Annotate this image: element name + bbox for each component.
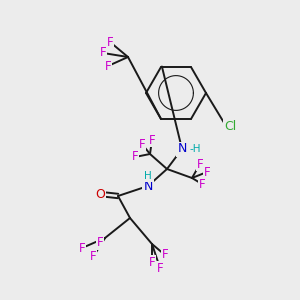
Text: F: F — [105, 59, 111, 73]
Text: F: F — [132, 151, 138, 164]
Text: O: O — [95, 188, 105, 200]
Text: F: F — [107, 35, 113, 49]
Text: F: F — [149, 256, 155, 268]
Text: Cl: Cl — [224, 119, 236, 133]
Text: F: F — [97, 236, 103, 250]
Text: N: N — [143, 179, 153, 193]
Text: F: F — [100, 46, 106, 59]
Text: F: F — [149, 134, 155, 146]
Text: F: F — [79, 242, 85, 254]
Text: -H: -H — [189, 144, 201, 154]
Text: F: F — [139, 137, 145, 151]
Text: H: H — [144, 171, 152, 181]
Text: N: N — [177, 142, 187, 155]
Text: F: F — [90, 250, 96, 263]
Text: F: F — [197, 158, 203, 170]
Text: F: F — [162, 248, 168, 262]
Text: F: F — [157, 262, 163, 275]
Text: F: F — [199, 178, 205, 190]
Text: F: F — [204, 166, 210, 178]
